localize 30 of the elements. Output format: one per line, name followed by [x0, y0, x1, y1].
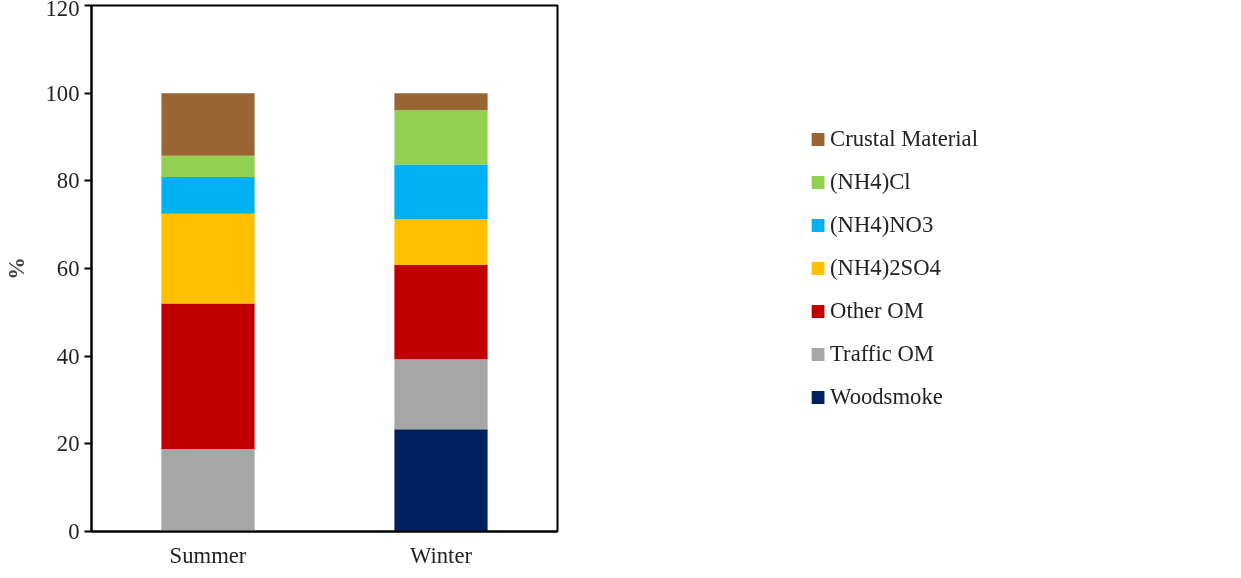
y-tick-label: 40 [56, 343, 80, 369]
y-tick-label: 0 [68, 519, 80, 544]
bar [394, 264, 488, 360]
bar [394, 93, 488, 111]
y-axis-title: % [3, 257, 29, 280]
legend-label: (NH4)Cl [830, 169, 911, 195]
bar [394, 110, 488, 165]
bar [161, 449, 255, 532]
legend-label: Crustal Material [830, 126, 978, 152]
y-tick-label: 20 [56, 431, 80, 457]
y-tick-label: 60 [56, 256, 80, 281]
y-tick-label: 100 [45, 80, 80, 106]
bar [394, 218, 488, 265]
bar [394, 429, 488, 532]
bar [161, 213, 255, 304]
x-tick-label: Winter [410, 542, 473, 568]
legend-label: Woodsmoke [830, 384, 943, 410]
bar [394, 359, 488, 430]
bar [161, 155, 255, 177]
legend-label: (NH4)2SO4 [830, 255, 941, 281]
y-tick-label: 120 [45, 0, 80, 21]
legend-label: Traffic OM [830, 341, 934, 367]
y-tick-label: 80 [56, 168, 80, 194]
bar [161, 93, 255, 156]
bar [394, 164, 488, 219]
bar [161, 303, 255, 450]
x-tick-label: Summer [169, 542, 247, 568]
bar [161, 176, 255, 214]
legend-label: (NH4)NO3 [830, 212, 934, 238]
legend-label: Other OM [830, 298, 924, 324]
